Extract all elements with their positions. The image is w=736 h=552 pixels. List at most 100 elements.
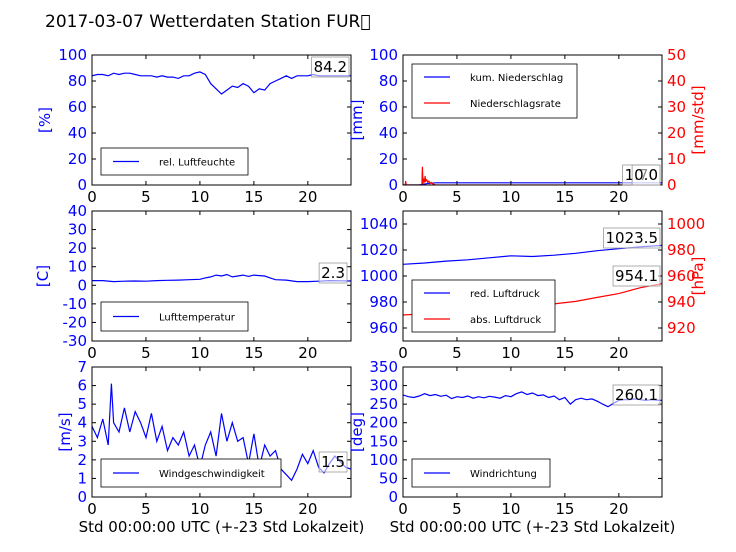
y-tick-label: 30 — [68, 221, 87, 239]
x-tick-label: 20 — [609, 344, 628, 362]
y-tick-label: 980 — [369, 293, 398, 311]
y-tick-label: 1000 — [360, 267, 398, 285]
y-axis-label: [%] — [36, 107, 54, 133]
y-right-tick-label: 1000 — [667, 215, 705, 233]
y-tick-label: 20 — [68, 239, 87, 257]
y-axis-right-label: [mm/std] — [689, 85, 707, 154]
plot-frame — [91, 54, 352, 186]
plot-frame — [402, 54, 663, 186]
y-tick-label: 50 — [379, 469, 398, 487]
y-tick-label: 100 — [369, 451, 398, 469]
x-tick-label: 0 — [398, 500, 408, 518]
x-tick-label: 15 — [555, 500, 574, 518]
annotation-box — [311, 56, 350, 78]
x-tick-label: 20 — [298, 500, 317, 518]
y-right-tick-label: 50 — [667, 46, 686, 64]
x-tick-label: 0 — [398, 188, 408, 206]
annotation-box — [603, 227, 661, 249]
value-annotation: 260.1 — [615, 386, 658, 404]
legend-label: Lufttemperatur — [159, 313, 236, 324]
x-tick-label: 5 — [452, 344, 462, 362]
x-axis-label: Std 00:00:00 UTC (+-23 Std Lokalzeit) — [390, 518, 676, 536]
figure-title: 2017-03-07 Wetterdaten Station FUR  — [45, 12, 371, 32]
y-tick-label: 0 — [77, 276, 87, 294]
plot-frame — [402, 366, 663, 498]
value-annotation: 1.5 — [321, 453, 345, 471]
y-tick-label: 1040 — [360, 215, 398, 233]
series-line-3-0 — [403, 244, 662, 265]
y-tick-label: 250 — [369, 395, 398, 413]
y-right-tick-label: 40 — [667, 72, 686, 90]
y-axis-label: [mm] — [348, 100, 366, 141]
legend-box — [411, 63, 578, 119]
y-axis-label: [C] — [34, 265, 52, 287]
y-tick-label: 960 — [369, 319, 398, 337]
x-tick-label: 15 — [244, 344, 263, 362]
legend-label: rel. Luftfeuchte — [159, 158, 235, 169]
annotation-box — [612, 265, 661, 287]
panel-5: 0 5 10 15 20050100150200250300350[deg]Windri… — [348, 358, 675, 536]
y-tick-label: 80 — [68, 72, 87, 90]
y-tick-label: 6 — [77, 377, 87, 395]
y-tick-label: 0 — [77, 488, 87, 506]
value-annotation: 954.1 — [615, 267, 658, 285]
y-axis-label: [deg] — [348, 412, 366, 452]
y-tick-label: 0 — [388, 488, 398, 506]
y-tick-label: 0 — [77, 176, 87, 194]
y-tick-label: 40 — [379, 124, 398, 142]
x-tick-label: 0 — [87, 188, 97, 206]
plot-frame — [91, 366, 352, 498]
x-tick-label: 0 — [398, 344, 408, 362]
y-right-tick-label: 20 — [667, 124, 686, 142]
value-annotation: 0.0 — [634, 166, 658, 184]
panel-4: 0 5 10 15 2001234567[m/s]Windgeschwindigkeit… — [56, 358, 364, 536]
y-tick-label: 350 — [369, 358, 398, 376]
annotation-box — [318, 262, 348, 284]
x-tick-label: 20 — [609, 500, 628, 518]
y-tick-label: -20 — [63, 313, 88, 331]
legend-label: Niederschlagsrate — [470, 99, 561, 110]
y-tick-label: 20 — [68, 150, 87, 168]
legend-label: Windgeschwindigkeit — [159, 469, 265, 480]
y-tick-label: -30 — [63, 332, 88, 350]
y-right-tick-label: 980 — [667, 241, 696, 259]
y-tick-label: 20 — [379, 150, 398, 168]
series-line-0-0 — [92, 71, 351, 95]
value-annotation: 1023.5 — [606, 229, 659, 247]
annotation-box — [612, 384, 661, 406]
x-tick-label: 5 — [141, 188, 151, 206]
legend-box — [411, 458, 551, 488]
value-annotation: 2.3 — [321, 264, 345, 282]
x-tick-label: 20 — [298, 188, 317, 206]
legend-label: Windrichtung — [470, 469, 537, 480]
y-tick-label: 80 — [379, 72, 398, 90]
x-tick-label: 15 — [244, 500, 263, 518]
y-axis-label: [m/s] — [56, 412, 74, 451]
y-tick-label: 3 — [77, 432, 87, 450]
y-right-tick-label: 10 — [667, 150, 686, 168]
y-tick-label: 2 — [77, 451, 87, 469]
annotation-box — [631, 164, 661, 186]
y-right-tick-label: 920 — [667, 319, 696, 337]
legend-box — [100, 458, 282, 488]
x-tick-label: 10 — [190, 500, 209, 518]
legend-label: abs. Luftdruck — [470, 315, 541, 326]
y-tick-label: 1020 — [360, 241, 398, 259]
x-tick-label: 10 — [190, 188, 209, 206]
panel-1: 0 5 10 15 20 0 20 40 60 80 100 0 10 20 30 40 50 [mm] [mm/s… — [348, 46, 707, 206]
x-tick-label: 20 — [298, 344, 317, 362]
legend-label: red. Luftdruck — [470, 289, 540, 300]
y-tick-label: 60 — [68, 98, 87, 116]
y-tick-label: 5 — [77, 395, 87, 413]
legend-label: kum. Niederschlag — [470, 73, 563, 84]
series-line-2-0 — [92, 273, 351, 283]
x-tick-label: 10 — [501, 500, 520, 518]
y-right-tick-label: 30 — [667, 98, 686, 116]
value-annotation: 84.2 — [314, 58, 347, 76]
annotation-box — [318, 451, 348, 473]
x-tick-label: 15 — [555, 344, 574, 362]
y-tick-label: 40 — [68, 124, 87, 142]
y-tick-label: -10 — [63, 295, 88, 313]
x-tick-label: 10 — [190, 344, 209, 362]
x-axis-label: Std 00:00:00 UTC (+-23 Std Lokalzeit) — [79, 518, 365, 536]
